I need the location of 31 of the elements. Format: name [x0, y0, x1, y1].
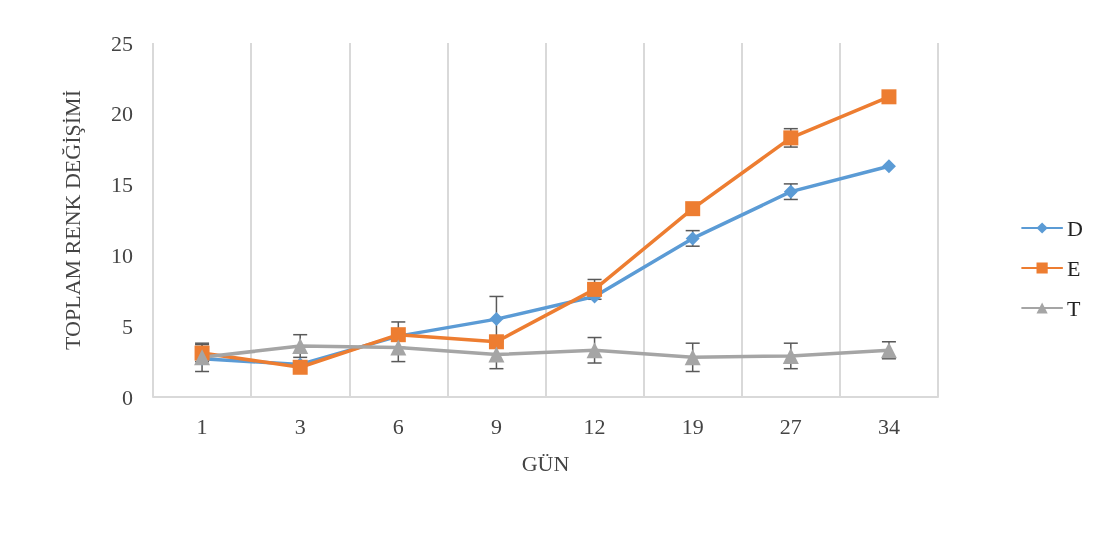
y-tick-label: 0 — [122, 384, 133, 410]
x-tick-label: 6 — [392, 413, 404, 439]
y-tick-label: 10 — [111, 242, 133, 268]
x-tick-label: 27 — [779, 413, 802, 439]
point — [586, 342, 603, 359]
point — [488, 346, 505, 363]
x-tick-label: 9 — [490, 413, 502, 439]
legend-label: D — [1067, 215, 1083, 241]
x-tick-label: 12 — [583, 413, 606, 439]
y-tick-label: 25 — [111, 30, 133, 56]
point — [685, 201, 701, 217]
y-axis-title: TOPLAM RENK DEĞİŞİMİ — [59, 90, 85, 350]
point — [782, 347, 799, 364]
point — [881, 159, 896, 174]
x-axis-title: GÜN — [521, 450, 570, 476]
point — [292, 338, 309, 355]
x-tick-label: 34 — [877, 413, 900, 439]
point — [587, 281, 603, 297]
point — [881, 89, 897, 105]
point — [390, 339, 407, 356]
x-tick-label: 3 — [294, 413, 306, 439]
legend-label: E — [1067, 255, 1081, 281]
point — [488, 334, 504, 350]
point — [684, 349, 701, 366]
y-tick-label: 20 — [111, 101, 133, 127]
legend-label: T — [1067, 295, 1082, 321]
point — [489, 312, 504, 327]
y-tick-label: 15 — [111, 172, 133, 198]
x-tick-label: 1 — [196, 413, 208, 439]
y-tick-label: 5 — [122, 313, 133, 339]
x-tick-label: 19 — [681, 413, 704, 439]
